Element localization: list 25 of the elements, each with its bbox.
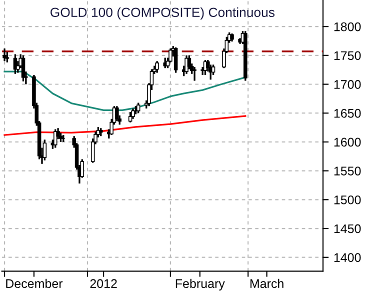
x-tick-label: March xyxy=(250,278,284,288)
candlestick xyxy=(2,48,6,62)
y-tick-label: 1400 xyxy=(334,253,361,262)
candlestick xyxy=(42,138,47,162)
line-series xyxy=(4,115,246,136)
x-tick-label: 2012 xyxy=(90,279,117,288)
candlestick xyxy=(131,108,135,120)
y-tick-label: 1800 xyxy=(334,22,361,32)
y-tick-label: 1500 xyxy=(334,195,361,204)
candlestick xyxy=(53,128,58,149)
y-tick-label: 1600 xyxy=(334,138,361,147)
y-tick-label: 1700 xyxy=(334,80,361,89)
y-tick-label: 1450 xyxy=(334,224,361,234)
y-tick-label: 1550 xyxy=(334,166,361,176)
y-tick-label: 1650 xyxy=(334,108,361,118)
candlestick xyxy=(136,102,140,114)
candlestick xyxy=(192,66,196,82)
y-tick-label: 1750 xyxy=(334,51,361,60)
x-tick-label: February xyxy=(176,278,225,291)
candlestick xyxy=(115,105,119,122)
candlestick xyxy=(155,60,159,74)
x-tick-label: December xyxy=(6,278,63,288)
candlestick xyxy=(128,111,132,124)
candlestick xyxy=(187,54,192,70)
chart-title: GOLD 100 (COMPOSITE) Continuous xyxy=(50,7,275,20)
